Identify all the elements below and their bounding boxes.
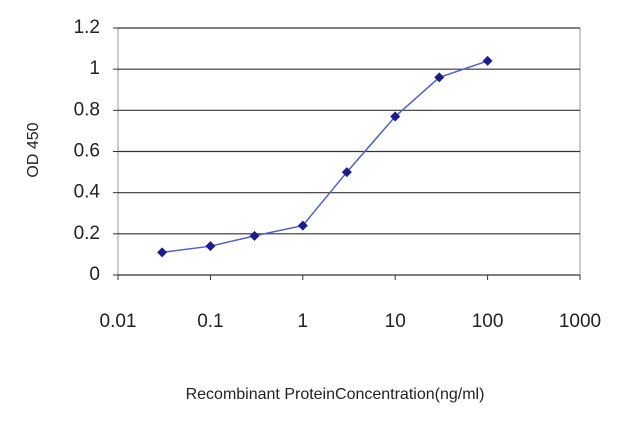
y-tick-label: 0 bbox=[89, 264, 100, 285]
y-tick-label: 0.2 bbox=[74, 223, 100, 244]
data-point bbox=[341, 167, 352, 178]
x-tick-label: 10 bbox=[385, 311, 406, 332]
y-tick-label: 0.6 bbox=[74, 141, 100, 162]
x-tick-label: 0.01 bbox=[100, 311, 137, 332]
y-tick-label: 1.2 bbox=[74, 17, 100, 38]
x-axis-label: Recombinant ProteinConcentration(ng/ml) bbox=[186, 386, 485, 403]
data-point bbox=[205, 241, 216, 252]
data-point bbox=[297, 220, 308, 231]
data-point bbox=[390, 111, 401, 122]
y-tick-label: 0.8 bbox=[74, 99, 100, 120]
x-tick-label: 1 bbox=[298, 311, 309, 332]
x-tick-label: 100 bbox=[472, 311, 504, 332]
series-line bbox=[161, 60, 488, 254]
y-axis-label: OD 450 bbox=[25, 122, 42, 177]
data-point bbox=[434, 72, 445, 83]
y-tick-label: 0.4 bbox=[74, 182, 101, 203]
x-tick-label: 0.1 bbox=[197, 311, 223, 332]
x-tick-label: 1000 bbox=[559, 311, 601, 332]
y-tick-label: 1 bbox=[89, 58, 100, 79]
data-point bbox=[157, 247, 168, 258]
data-point bbox=[249, 230, 260, 241]
data-point bbox=[482, 55, 493, 66]
